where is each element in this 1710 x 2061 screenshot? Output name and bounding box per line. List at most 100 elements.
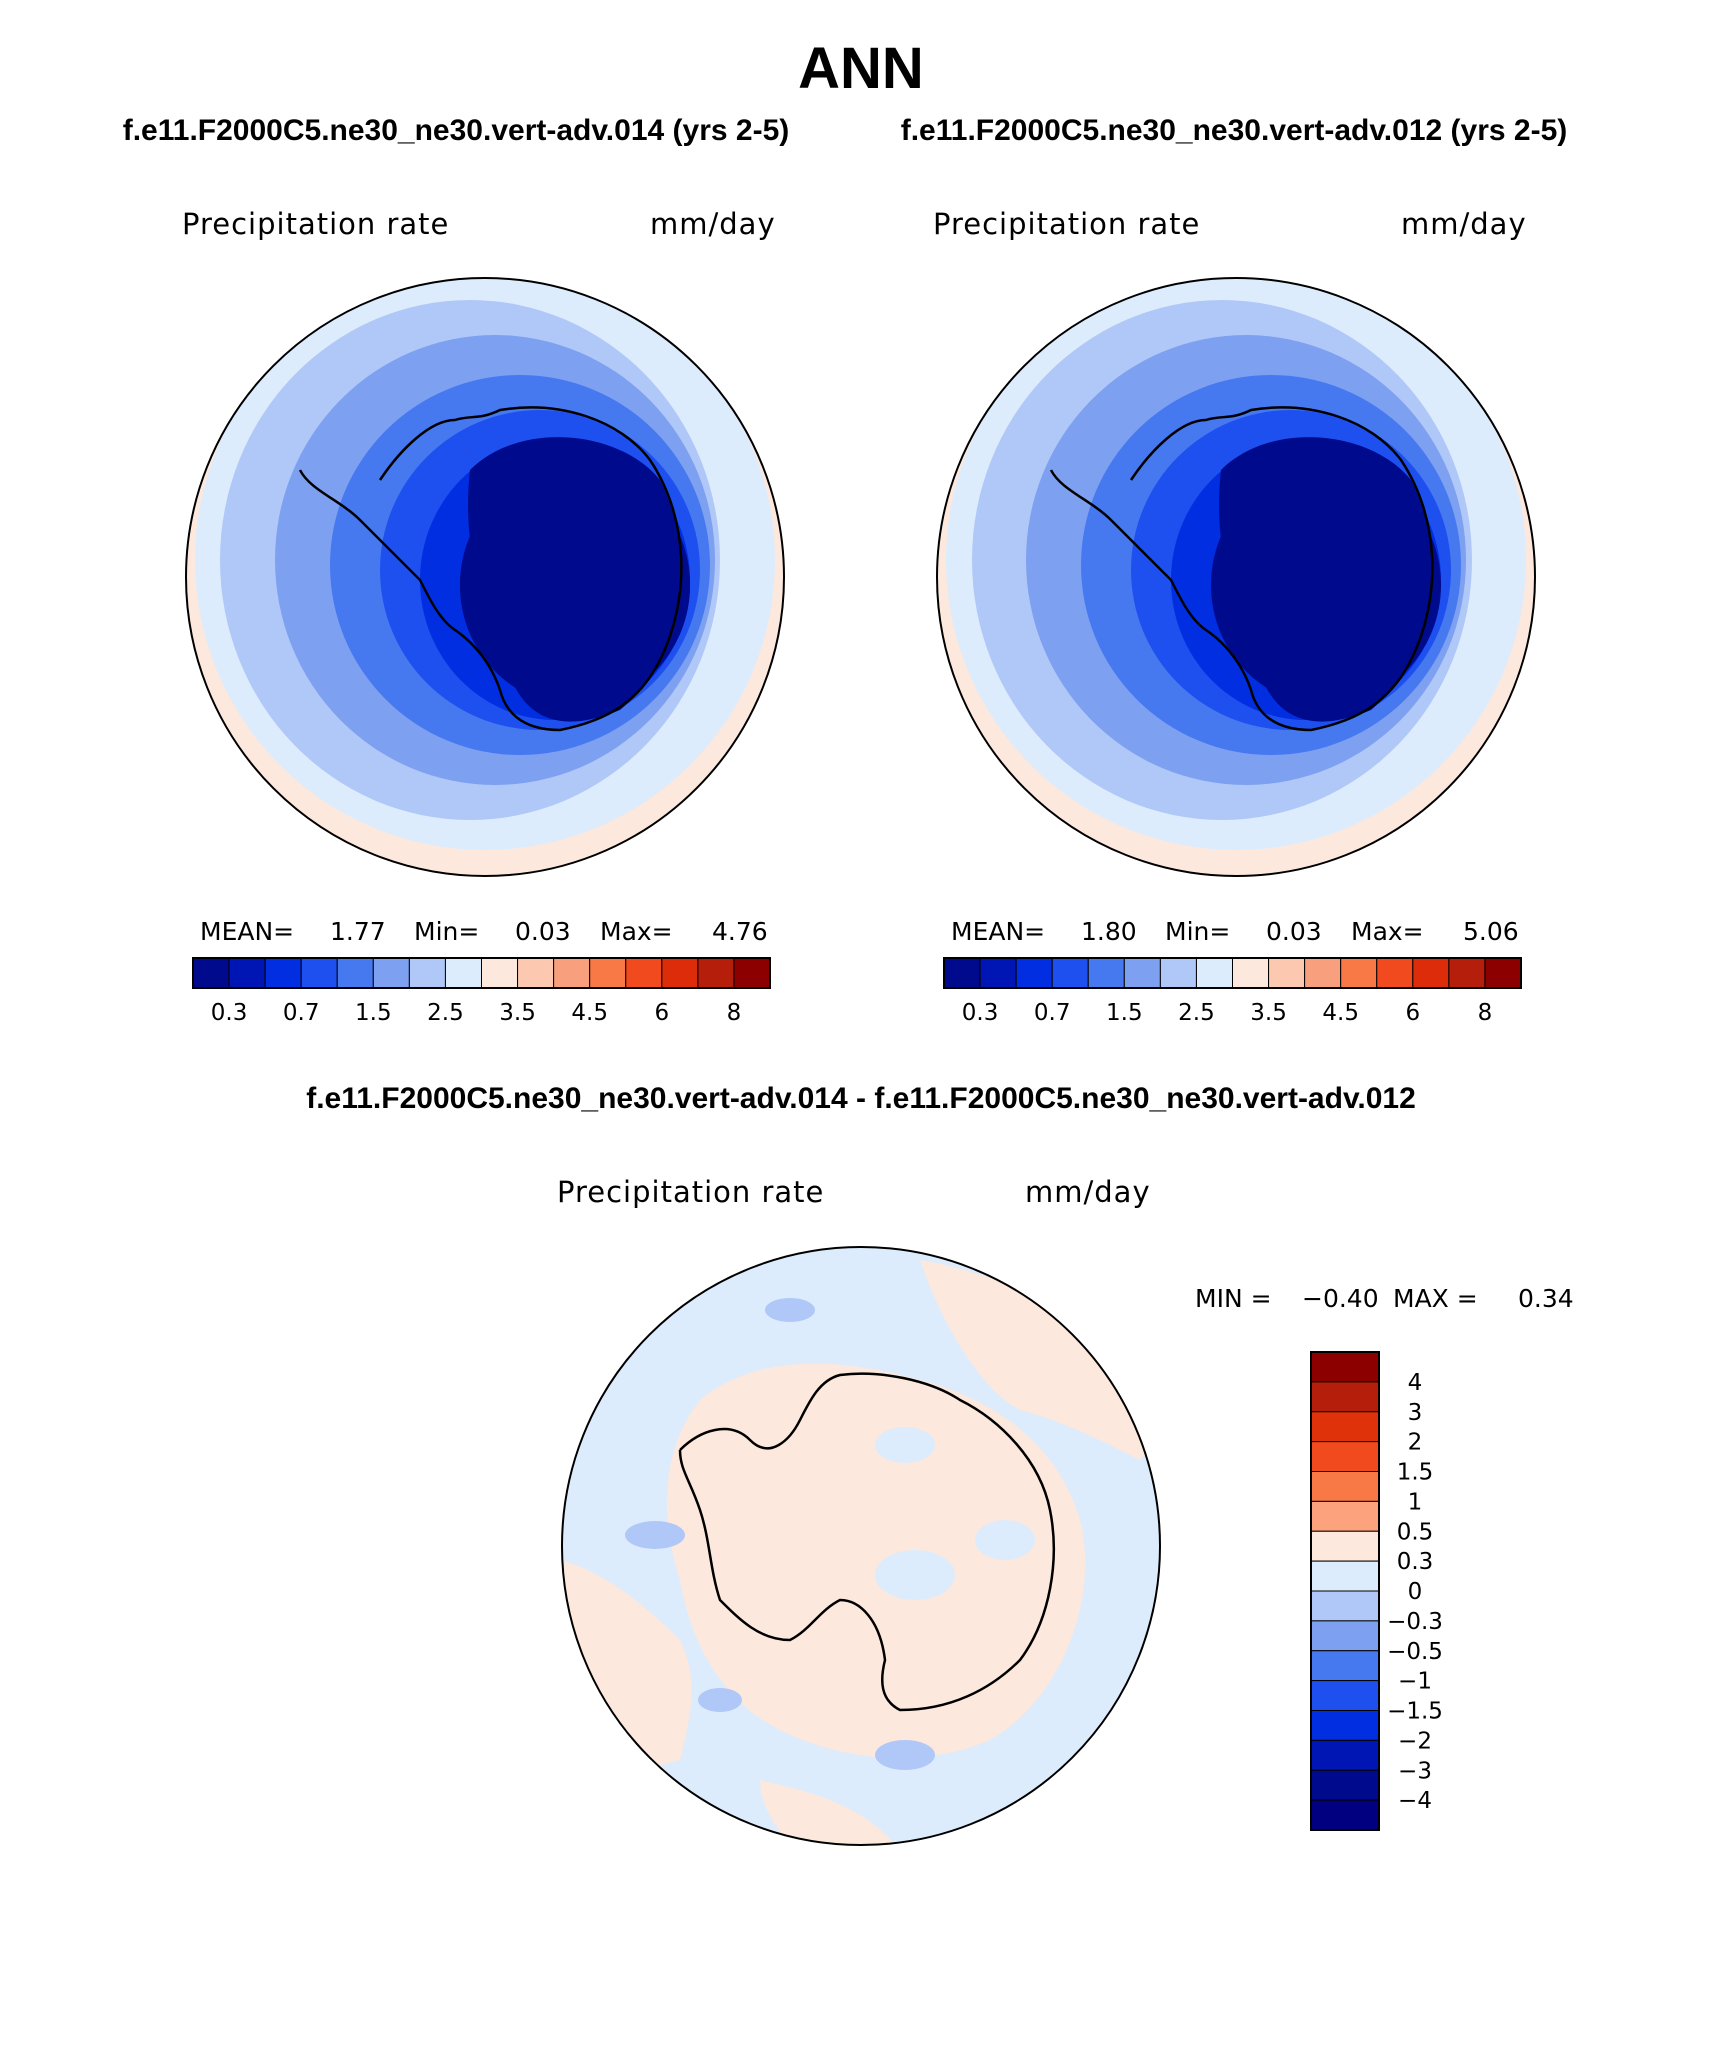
colorbar-diff-tick-label: −0.5 — [1387, 1639, 1443, 1665]
colorbar-b-swatch — [1484, 957, 1522, 989]
colorbar-diff-tick-label: −2 — [1398, 1728, 1432, 1754]
colorbar-diff-swatch — [1310, 1381, 1380, 1413]
colorbar-a-swatch — [481, 957, 519, 989]
panel-b-max-value: 5.06 — [1463, 917, 1519, 946]
colorbar-b-swatch — [1195, 957, 1233, 989]
colorbar-diff-tick-label: 1 — [1408, 1489, 1423, 1515]
colorbar-b-tick-label: 3.5 — [1250, 1000, 1287, 1026]
panel-a-units: mm/day — [650, 207, 776, 241]
antarctica-coastline-b — [1049, 406, 1434, 732]
colorbar-a-tick-label: 3.5 — [499, 1000, 536, 1026]
diff-min-value: −0.40 — [1302, 1284, 1379, 1313]
panel-b-min-value: 0.03 — [1266, 917, 1322, 946]
colorbar-a-swatch — [336, 957, 374, 989]
figure-title: ANN — [798, 36, 924, 101]
colorbar-a-swatch — [300, 957, 338, 989]
panel-a-variable: Precipitation rate — [182, 207, 449, 241]
colorbar-a-swatch — [625, 957, 663, 989]
diff-stats: MIN = −0.40 MAX = 0.34 — [1195, 1284, 1574, 1313]
panel-a-stats: MEAN= 1.77 Min= 0.03 Max= 4.76 — [200, 917, 768, 946]
colorbar-b-swatch — [1376, 957, 1414, 989]
colorbar-diff-swatch — [1310, 1560, 1380, 1592]
colorbar-a-tick-label: 1.5 — [355, 1000, 392, 1026]
colorbar-a-tick-label: 0.3 — [211, 1000, 248, 1026]
colorbar-a-tick-label: 2.5 — [427, 1000, 464, 1026]
colorbar-b-tick-label: 0.3 — [962, 1000, 999, 1026]
colorbar-diff-swatch — [1310, 1739, 1380, 1771]
colorbar-b-swatch — [1015, 957, 1053, 989]
diff-units: mm/day — [1025, 1175, 1151, 1209]
colorbar-a-swatch — [444, 957, 482, 989]
panel-b-mean-value: 1.80 — [1081, 917, 1137, 946]
colorbar-a-swatch — [553, 957, 591, 989]
colorbar-b-swatch — [1232, 957, 1270, 989]
colorbar-a-swatch — [192, 957, 230, 989]
polar-map-panel-b — [936, 277, 1536, 877]
colorbar-diff-swatch — [1310, 1710, 1380, 1741]
colorbar-diff-tick-label: 3 — [1408, 1400, 1423, 1426]
colorbar-a-tick-label: 4.5 — [571, 1000, 608, 1026]
colorbar-b-swatch — [1051, 957, 1089, 989]
colorbar-b-tick-label: 4.5 — [1322, 1000, 1359, 1026]
antarctica-coastline-diff — [678, 1372, 1055, 1712]
colorbar-diff-tick-label: −0.3 — [1387, 1609, 1443, 1635]
colorbar-diff-swatch — [1310, 1471, 1380, 1502]
colorbar-diff-tick-label: 4 — [1408, 1370, 1423, 1396]
colorbar-a-tick-label: 0.7 — [283, 1000, 320, 1026]
colorbar-a-swatch — [264, 957, 302, 989]
colorbar-b-swatch — [1159, 957, 1197, 989]
antarctica-coastline-a — [298, 406, 683, 732]
colorbar-a-swatch — [517, 957, 555, 989]
colorbar-diff-tick-label: −4 — [1398, 1788, 1432, 1814]
colorbar-diff-tick-label: −1.5 — [1387, 1699, 1443, 1725]
colorbar-diff-swatch — [1310, 1500, 1380, 1532]
colorbar-diff-tick-label: 1.5 — [1397, 1460, 1434, 1486]
colorbar-a-swatch — [372, 957, 410, 989]
colorbar-diff-swatch — [1310, 1650, 1380, 1682]
colorbar-difference: 4 3 2 1.5 1 0.5 0.3 0 −0.3 −0.5 −1 −1.5 −2 −3 −4 — [1310, 1351, 1443, 1831]
colorbar-a-swatch — [228, 957, 266, 989]
colorbar-panel-a: 0.3 0.7 1.5 2.5 3.5 4.5 6 8 — [192, 957, 771, 1026]
colorbar-diff-tick-label: −1 — [1398, 1669, 1432, 1695]
colorbar-b-swatch — [1340, 957, 1378, 989]
colorbar-diff-tick-label: 0 — [1408, 1579, 1423, 1605]
panel-b-stats: MEAN= 1.80 Min= 0.03 Max= 5.06 — [951, 917, 1519, 946]
colorbar-a-frame — [192, 957, 771, 989]
colorbar-diff-swatch — [1310, 1680, 1380, 1711]
colorbar-b-tick-label: 1.5 — [1106, 1000, 1143, 1026]
map-a-border — [185, 277, 785, 877]
colorbar-a-swatch — [733, 957, 771, 989]
colorbar-a-swatch — [697, 957, 735, 989]
colorbar-diff-tick-label: 2 — [1408, 1430, 1423, 1456]
colorbar-b-swatch — [1123, 957, 1161, 989]
colorbar-b-swatch — [1304, 957, 1342, 989]
colorbar-a-tick-label: 8 — [727, 1000, 742, 1026]
panel-a-max-value: 4.76 — [712, 917, 768, 946]
colorbar-diff-swatch — [1310, 1620, 1380, 1652]
panel-b-variable: Precipitation rate — [933, 207, 1200, 241]
colorbar-b-swatch — [1412, 957, 1450, 989]
panel-b-min-label: Min= — [1165, 917, 1230, 946]
colorbar-diff-swatch — [1310, 1769, 1380, 1801]
colorbar-diff-swatch — [1310, 1411, 1380, 1443]
colorbar-diff-swatch — [1310, 1799, 1380, 1831]
colorbar-a-tick-label: 6 — [654, 1000, 669, 1026]
colorbar-diff-swatch — [1310, 1590, 1380, 1622]
colorbar-panel-b: 0.3 0.7 1.5 2.5 3.5 4.5 6 8 — [943, 957, 1522, 1026]
colorbar-diff-tick-label: −3 — [1398, 1758, 1432, 1784]
panel-a-max-label: Max= — [600, 917, 673, 946]
polar-map-difference — [561, 1246, 1161, 1846]
colorbar-diff-swatch — [1310, 1530, 1380, 1562]
panel-a-mean-value: 1.77 — [330, 917, 386, 946]
panel-b-heading: f.e11.F2000C5.ne30_ne30.vert-adv.012 (yr… — [901, 114, 1568, 147]
panel-a-heading: f.e11.F2000C5.ne30_ne30.vert-adv.014 (yr… — [123, 114, 790, 147]
panel-a-mean-label: MEAN= — [200, 917, 294, 946]
panel-b-max-label: Max= — [1351, 917, 1424, 946]
colorbar-diff-tick-label: 0.3 — [1397, 1549, 1434, 1575]
colorbar-diff-swatch — [1310, 1441, 1380, 1472]
colorbar-diff-swatch — [1310, 1351, 1380, 1383]
colorbar-diff-frame — [1310, 1351, 1380, 1831]
colorbar-b-swatch — [1087, 957, 1125, 989]
colorbar-b-swatch — [979, 957, 1017, 989]
diff-variable: Precipitation rate — [557, 1175, 824, 1209]
